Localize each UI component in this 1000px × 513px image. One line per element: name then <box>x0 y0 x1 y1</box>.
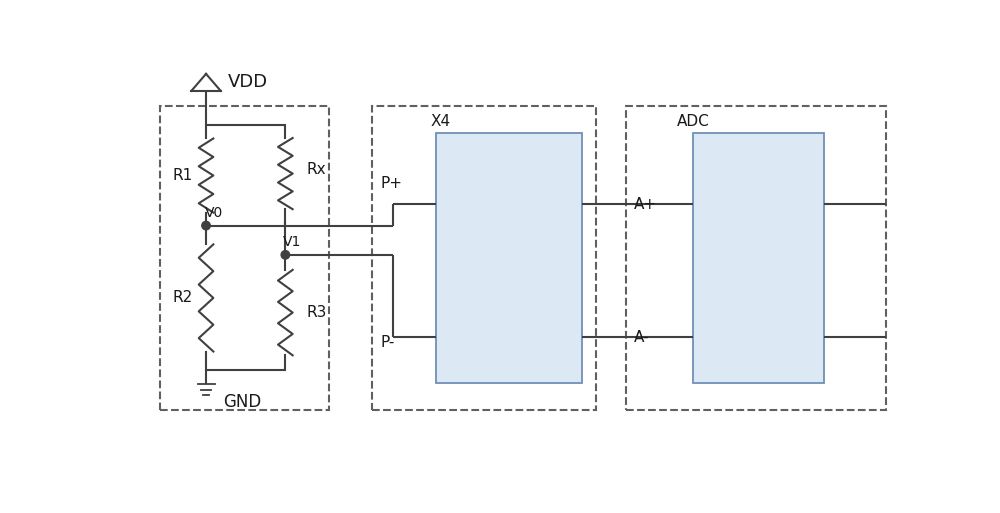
Text: Rx: Rx <box>307 162 327 177</box>
Bar <box>693 133 824 383</box>
Circle shape <box>281 250 290 259</box>
Bar <box>372 106 596 410</box>
Bar <box>626 106 886 410</box>
Text: GND: GND <box>223 393 261 411</box>
Text: P-: P- <box>380 335 394 350</box>
Circle shape <box>202 221 210 230</box>
Text: A+: A+ <box>634 196 657 211</box>
Bar <box>436 133 582 383</box>
Text: X4: X4 <box>430 114 450 129</box>
Text: R3: R3 <box>307 305 327 320</box>
Text: ADC: ADC <box>677 114 709 129</box>
Text: V0: V0 <box>205 206 223 220</box>
Bar <box>160 106 329 410</box>
Text: P+: P+ <box>380 176 402 191</box>
Text: VDD: VDD <box>228 73 268 91</box>
Text: A-: A- <box>634 330 650 345</box>
Text: R1: R1 <box>173 168 193 183</box>
Text: R2: R2 <box>173 290 193 305</box>
Text: V1: V1 <box>283 235 301 249</box>
